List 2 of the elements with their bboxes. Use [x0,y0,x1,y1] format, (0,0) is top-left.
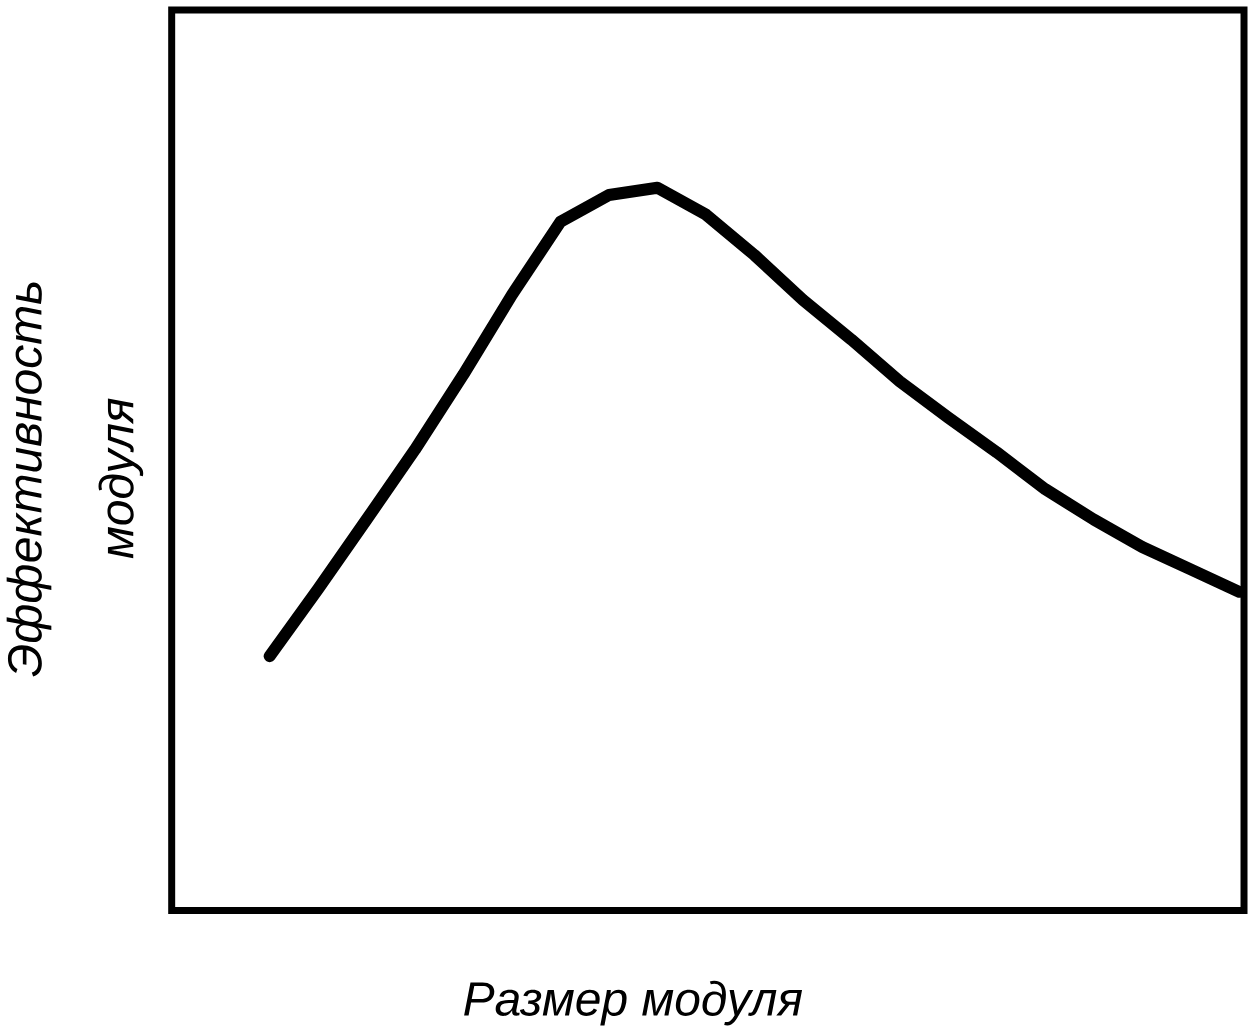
y-axis-title: Эффективность модуля [6,282,144,677]
x-axis-title: Размер модуля [464,980,803,1026]
